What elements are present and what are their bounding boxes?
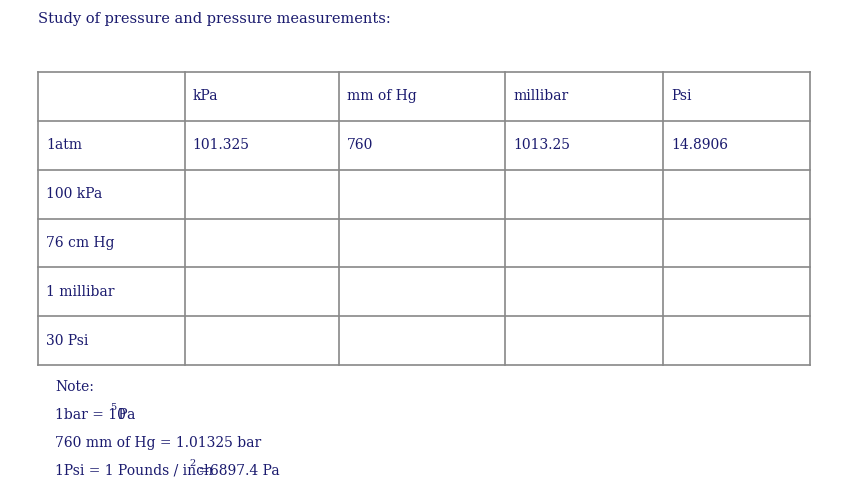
Text: 1bar = 10: 1bar = 10 — [55, 408, 126, 422]
Text: 1Psi = 1 Pounds / inch: 1Psi = 1 Pounds / inch — [55, 464, 213, 478]
Text: Study of pressure and pressure measurements:: Study of pressure and pressure measureme… — [38, 12, 391, 26]
Text: Note:: Note: — [55, 380, 94, 394]
Text: 2: 2 — [189, 459, 196, 468]
Text: kPa: kPa — [193, 90, 218, 103]
Text: 1 millibar: 1 millibar — [46, 285, 115, 299]
Text: 1atm: 1atm — [46, 138, 82, 152]
Text: 14.8906: 14.8906 — [671, 138, 728, 152]
Text: 100 kPa: 100 kPa — [46, 187, 102, 201]
Text: Pa: Pa — [115, 408, 136, 422]
Text: 760: 760 — [347, 138, 373, 152]
Text: =6897.4 Pa: =6897.4 Pa — [194, 464, 279, 478]
Text: 5: 5 — [110, 403, 116, 412]
Text: 76 cm Hg: 76 cm Hg — [46, 236, 115, 250]
Text: mm of Hg: mm of Hg — [347, 90, 416, 103]
Text: 30 Psi: 30 Psi — [46, 334, 89, 347]
Text: millibar: millibar — [513, 90, 568, 103]
Text: Psi: Psi — [671, 90, 692, 103]
Text: 101.325: 101.325 — [193, 138, 250, 152]
Text: 1013.25: 1013.25 — [513, 138, 570, 152]
Text: 760 mm of Hg = 1.01325 bar: 760 mm of Hg = 1.01325 bar — [55, 436, 261, 450]
